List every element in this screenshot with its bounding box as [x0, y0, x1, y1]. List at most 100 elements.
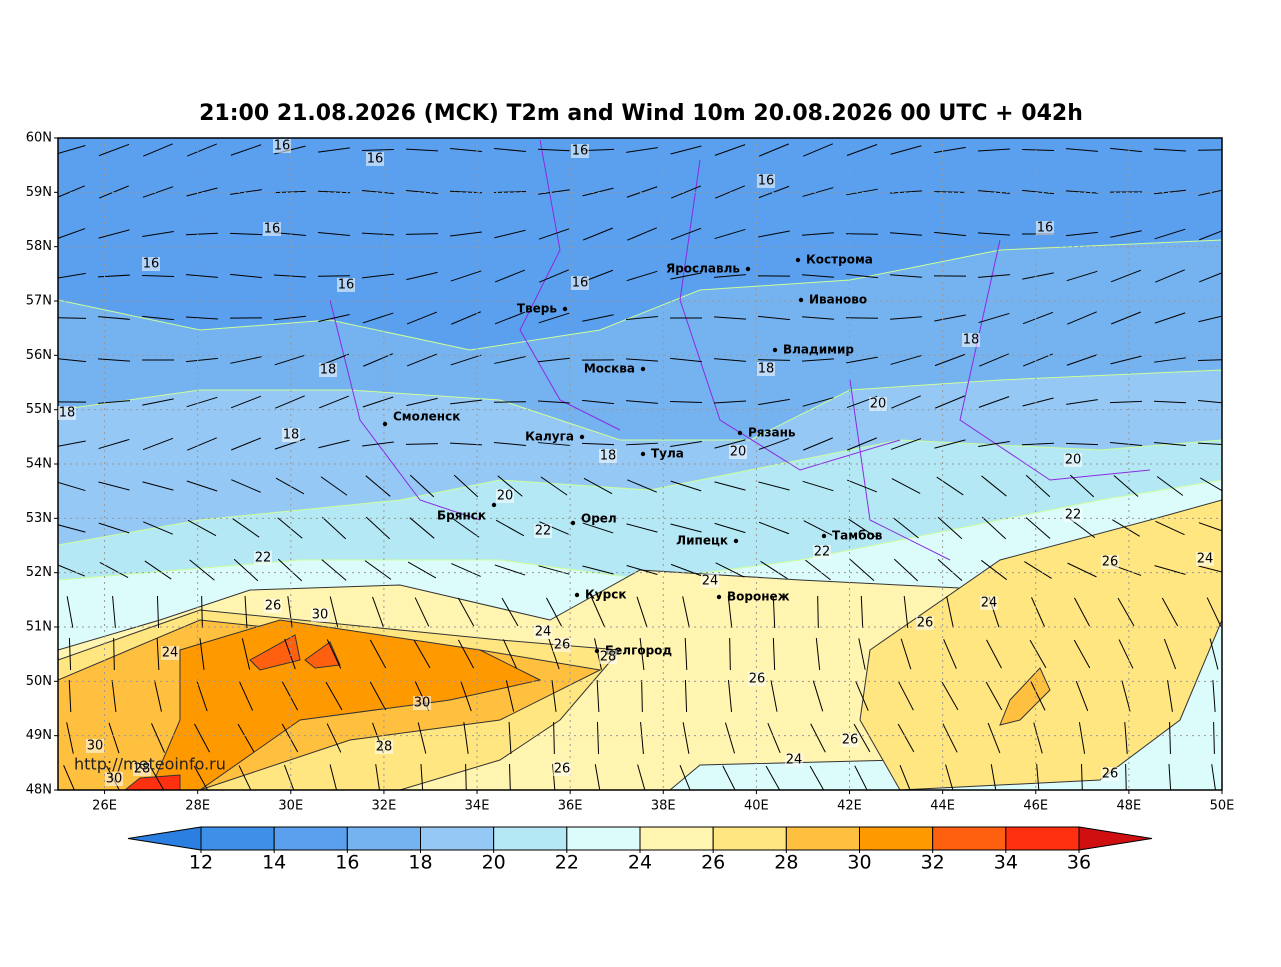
- colorbar-box: [421, 827, 494, 850]
- contour-label: 30: [106, 772, 123, 787]
- contour-label: 26: [1102, 555, 1119, 570]
- colorbar-label: 20: [482, 852, 506, 874]
- city-label: Владимир: [783, 343, 854, 357]
- city-label: Смоленск: [393, 410, 460, 424]
- colorbar-box: [347, 827, 420, 850]
- contour-label: 16: [143, 257, 160, 272]
- city-dot: [773, 348, 777, 352]
- city-dot: [717, 595, 721, 599]
- city-label: Кострома: [806, 253, 873, 267]
- colorbar-label: 12: [189, 852, 213, 874]
- y-tick-label: 59N: [26, 185, 52, 200]
- contour-label: 16: [572, 276, 589, 291]
- contour-label: 26: [749, 672, 766, 687]
- city-dot: [383, 422, 387, 426]
- contour-label: 22: [535, 524, 552, 539]
- colorbar-box: [567, 827, 640, 850]
- x-tick-label: 32E: [372, 799, 397, 814]
- colorbar-label: 18: [408, 852, 432, 874]
- contour-label: 16: [367, 152, 384, 167]
- colorbar-label: 14: [262, 852, 286, 874]
- contour-label: 26: [917, 616, 934, 631]
- contour-label: 22: [255, 551, 272, 566]
- y-tick-label: 56N: [26, 348, 52, 363]
- y-tick-label: 52N: [26, 565, 52, 580]
- city-label: Орел: [581, 512, 617, 526]
- x-tick-label: 30E: [278, 799, 303, 814]
- contour-label: 18: [963, 333, 980, 348]
- colorbar-label: 16: [335, 852, 359, 874]
- city-dot: [492, 503, 496, 507]
- contour-label: 26: [554, 638, 571, 653]
- colorbar-box: [1006, 827, 1079, 850]
- y-tick-label: 53N: [26, 511, 52, 526]
- wind-barb: [318, 276, 350, 277]
- y-tick-label: 51N: [26, 620, 52, 635]
- contour-label: 22: [1065, 508, 1082, 523]
- contour-label: 18: [758, 362, 775, 377]
- contour-label: 20: [870, 397, 887, 412]
- x-tick-label: 44E: [930, 799, 955, 814]
- colorbar-box: [860, 827, 933, 850]
- x-tick-label: 48E: [1116, 799, 1141, 814]
- city-dot: [822, 534, 826, 538]
- watermark: http://meteoinfo.ru: [74, 755, 226, 774]
- contour-label: 30: [87, 739, 104, 754]
- city-dot: [641, 452, 645, 456]
- colorbar-box: [713, 827, 786, 850]
- city-dot: [746, 267, 750, 271]
- city-dot: [799, 298, 803, 302]
- colorbar-box: [786, 827, 859, 850]
- contour-label: 16: [264, 222, 281, 237]
- colorbar-label: 36: [1067, 852, 1091, 874]
- y-tick-label: 60N: [26, 131, 52, 146]
- wind-barb: [818, 596, 819, 628]
- city-dot: [641, 367, 645, 371]
- city-dot: [571, 521, 575, 525]
- y-tick-label: 55N: [26, 402, 52, 417]
- x-tick-label: 38E: [651, 799, 676, 814]
- city-dot: [796, 258, 800, 262]
- contour-label: 30: [312, 608, 329, 623]
- map-area: [54, 138, 1230, 796]
- city-dot: [563, 307, 567, 311]
- city-label: Калуга: [525, 430, 574, 444]
- x-tick-label: 36E: [558, 799, 583, 814]
- city-label: Воронеж: [727, 590, 790, 604]
- contour-label: 22: [814, 545, 831, 560]
- colorbar-label: 28: [774, 852, 798, 874]
- y-tick-label: 54N: [26, 457, 52, 472]
- city-label: Москва: [584, 362, 635, 376]
- contour-label: 18: [283, 428, 300, 443]
- city-dot: [575, 593, 579, 597]
- city-label: Тверь: [517, 302, 558, 316]
- y-tick-label: 58N: [26, 239, 52, 254]
- city-label: Брянск: [437, 509, 486, 523]
- contour-label: 18: [59, 406, 76, 421]
- wind-barb: [846, 318, 878, 319]
- contour-label: 20: [730, 445, 747, 460]
- colorbar-label: 24: [628, 852, 652, 874]
- y-tick-label: 50N: [26, 674, 52, 689]
- colorbar-label: 22: [555, 852, 579, 874]
- colorbar-label: 26: [701, 852, 725, 874]
- contour-label: 24: [162, 646, 179, 661]
- y-tick-label: 48N: [26, 783, 52, 798]
- contour-label: 16: [274, 139, 291, 154]
- contour-label: 24: [981, 596, 998, 611]
- city-dot: [595, 649, 599, 653]
- x-tick-label: 50E: [1210, 799, 1235, 814]
- city-label: Курск: [585, 588, 626, 602]
- colorbar-arrow: [128, 827, 201, 850]
- contour-label: 20: [497, 489, 514, 504]
- city-label: Рязань: [748, 426, 796, 440]
- contour-label: 26: [265, 599, 282, 614]
- colorbar-label: 34: [994, 852, 1018, 874]
- colorbar-box: [933, 827, 1006, 850]
- contour-label: 26: [842, 733, 859, 748]
- city-label: Ярославль: [666, 262, 740, 276]
- x-tick-label: 42E: [837, 799, 862, 814]
- y-tick-label: 49N: [26, 728, 52, 743]
- contour-label: 16: [338, 278, 355, 293]
- city-label: Тула: [651, 447, 684, 461]
